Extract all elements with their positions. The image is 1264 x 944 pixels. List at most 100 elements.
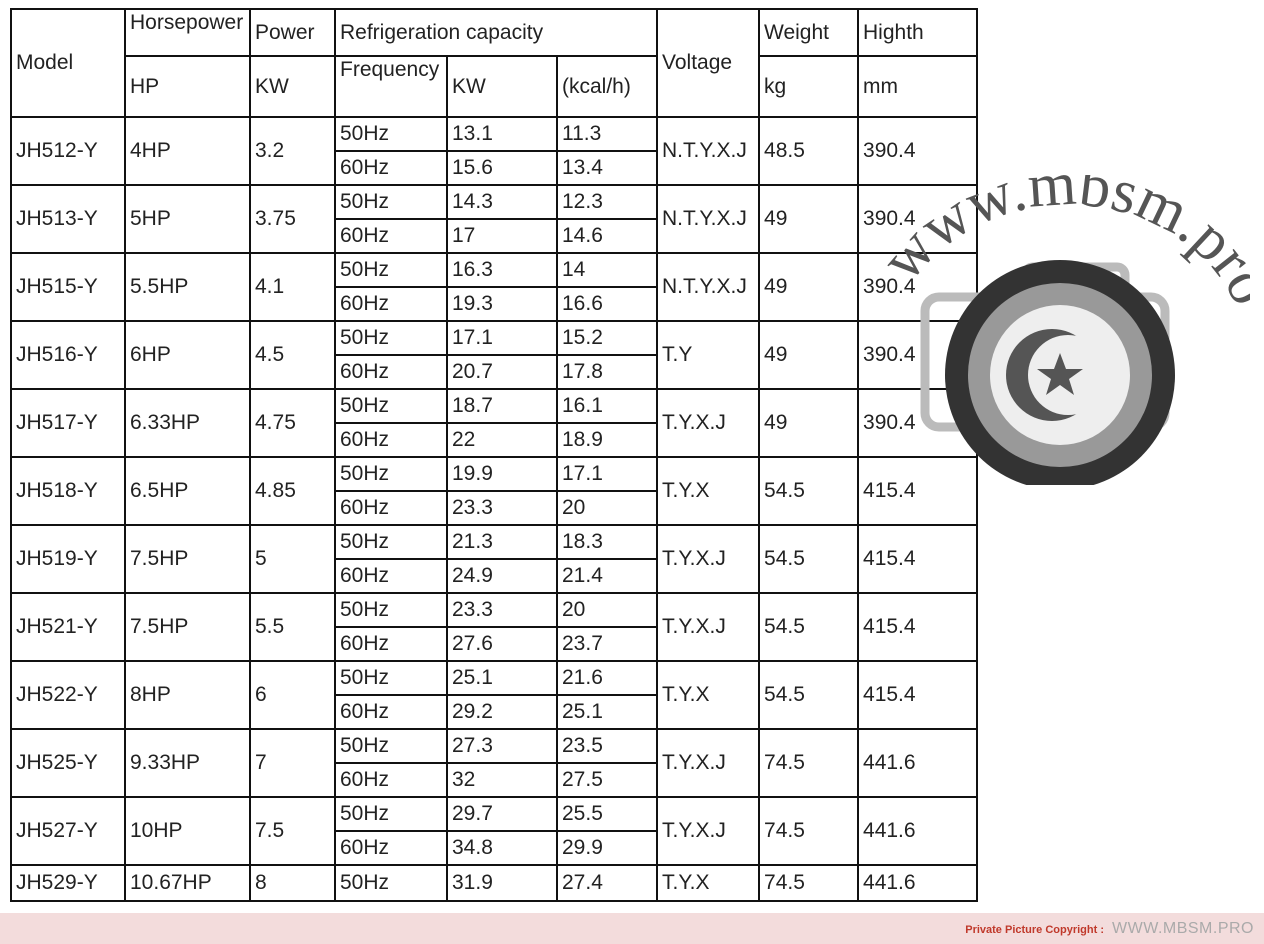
voltage-cell: T.Y.X.J [656, 524, 761, 594]
height-cell: 390.4 [857, 388, 979, 458]
freq-cell: 60Hz [334, 354, 448, 390]
kw-cell: 15.6 [446, 150, 558, 186]
power-cell: 6 [249, 660, 336, 730]
kw-cell: 21.3 [446, 524, 558, 560]
header-cell: Highth [857, 8, 979, 57]
hp-cell: 6.33HP [124, 388, 251, 458]
table-row: 60Hz 20.7 17.8 [11, 354, 977, 390]
table-row: JH518-Y 6.5HP 4.85 50Hz 19.9 17.1 T.Y.X 54.5 415… [10, 456, 979, 526]
power-cell: 4.75 [249, 388, 336, 458]
header-cell: Frequency [334, 55, 448, 118]
model-cell: JH516-Y [10, 320, 126, 390]
hp-cell: 5.5HP [124, 252, 251, 322]
freq-cell: 60Hz [334, 694, 448, 730]
kw-cell: 24.9 [446, 558, 558, 594]
kw-cell: 23.3 [446, 592, 558, 628]
height-cell: 390.4 [857, 116, 979, 186]
kw-cell: 18.7 [446, 388, 558, 424]
freq-cell: 60Hz [334, 490, 448, 526]
voltage-cell: N.T.Y.X.J [656, 252, 761, 322]
kcal-cell: 16.6 [555, 286, 659, 322]
weight-cell: 54.5 [758, 592, 860, 662]
header-cell: mm [857, 55, 979, 118]
height-cell: 390.4 [857, 184, 979, 254]
height-cell: 415.4 [857, 524, 979, 594]
kw-cell: 20.7 [446, 354, 558, 390]
kw-cell: 32 [446, 762, 558, 798]
voltage-cell: N.T.Y.X.J [656, 184, 761, 254]
freq-cell: 50Hz [334, 184, 448, 220]
freq-cell: 60Hz [334, 286, 448, 322]
header-cell: HP [124, 55, 251, 118]
freq-cell: 50Hz [334, 116, 448, 152]
table-row: JH525-Y 9.33HP 7 50Hz 27.3 23.5 T.Y.X.J 74.5 441… [10, 728, 979, 798]
freq-cell: 50Hz [334, 252, 448, 288]
freq-cell: 60Hz [334, 558, 448, 594]
kcal-cell: 15.2 [555, 320, 659, 356]
table-row: JH516-Y 6HP 4.5 50Hz 17.1 15.2 T.Y 49 390.4 [10, 320, 979, 390]
weight-cell: 54.5 [758, 660, 860, 730]
kcal-cell: 27.5 [555, 762, 659, 798]
kcal-cell: 23.5 [555, 728, 659, 764]
header-cell: (kcal/h) [555, 55, 659, 118]
kcal-cell: 18.9 [555, 422, 659, 458]
hp-cell: 10.67HP [124, 864, 251, 902]
hp-cell: 9.33HP [124, 728, 251, 798]
copyright-label: Private Picture Copyright : [965, 924, 1104, 936]
hp-cell: 4HP [124, 116, 251, 186]
power-cell: 7.5 [249, 796, 336, 866]
table-row: 60Hz 32 27.5 [11, 762, 977, 798]
header-cell: Horsepower [124, 8, 251, 57]
model-cell: JH527-Y [10, 796, 126, 866]
kcal-cell: 20 [555, 592, 659, 628]
table-row: 60Hz 29.2 25.1 [11, 694, 977, 730]
hp-cell: 8HP [124, 660, 251, 730]
height-cell: 415.4 [857, 456, 979, 526]
kw-cell: 27.6 [446, 626, 558, 662]
kcal-cell: 12.3 [555, 184, 659, 220]
freq-cell: 50Hz [334, 864, 448, 902]
header-cell: KW [446, 55, 558, 118]
kw-cell: 14.3 [446, 184, 558, 220]
table-row: JH529-Y 10.67HP 8 50Hz 31.9 27.4 T.Y.X 74.5 441.… [10, 864, 979, 902]
table-row: 60Hz 22 18.9 [11, 422, 977, 458]
header-cell: Power [249, 8, 336, 57]
weight-cell: 49 [758, 320, 860, 390]
model-cell: JH518-Y [10, 456, 126, 526]
kw-cell: 16.3 [446, 252, 558, 288]
table-row: HP KW Frequency KW (kcal/h) kg mm [11, 55, 979, 118]
kw-cell: 23.3 [446, 490, 558, 526]
kw-cell: 13.1 [446, 116, 558, 152]
kcal-cell: 27.4 [555, 864, 659, 902]
voltage-cell: N.T.Y.X.J [656, 116, 761, 186]
freq-cell: 50Hz [334, 320, 448, 356]
power-cell: 7 [249, 728, 336, 798]
table-row: JH517-Y 6.33HP 4.75 50Hz 18.7 16.1 T.Y.X.J 49 39… [10, 388, 979, 458]
kw-cell: 19.3 [446, 286, 558, 322]
model-cell: JH517-Y [10, 388, 126, 458]
height-cell: 441.6 [857, 728, 979, 798]
kw-cell: 17.1 [446, 320, 558, 356]
kcal-cell: 18.3 [555, 524, 659, 560]
height-cell: 390.4 [857, 252, 979, 322]
power-cell: 3.75 [249, 184, 336, 254]
freq-cell: 60Hz [334, 626, 448, 662]
table-row: 60Hz 24.9 21.4 [11, 558, 977, 594]
table-row: 60Hz 23.3 20 [11, 490, 977, 526]
watermark: www.mbsm.pro [880, 175, 1250, 485]
kw-cell: 25.1 [446, 660, 558, 696]
model-cell: JH513-Y [10, 184, 126, 254]
kw-cell: 27.3 [446, 728, 558, 764]
voltage-cell: T.Y.X.J [656, 388, 761, 458]
freq-cell: 50Hz [334, 796, 448, 832]
table-row: JH513-Y 5HP 3.75 50Hz 14.3 12.3 N.T.Y.X.J 49 390… [10, 184, 979, 254]
kcal-cell: 20 [555, 490, 659, 526]
kcal-cell: 17.8 [555, 354, 659, 390]
model-cell: JH529-Y [10, 864, 126, 902]
power-cell: 5.5 [249, 592, 336, 662]
weight-cell: 49 [758, 184, 860, 254]
voltage-cell: T.Y.X [656, 660, 761, 730]
table-row: JH515-Y 5.5HP 4.1 50Hz 16.3 14 N.T.Y.X.J 49 390.… [10, 252, 979, 322]
freq-cell: 60Hz [334, 830, 448, 866]
kw-cell: 29.7 [446, 796, 558, 832]
